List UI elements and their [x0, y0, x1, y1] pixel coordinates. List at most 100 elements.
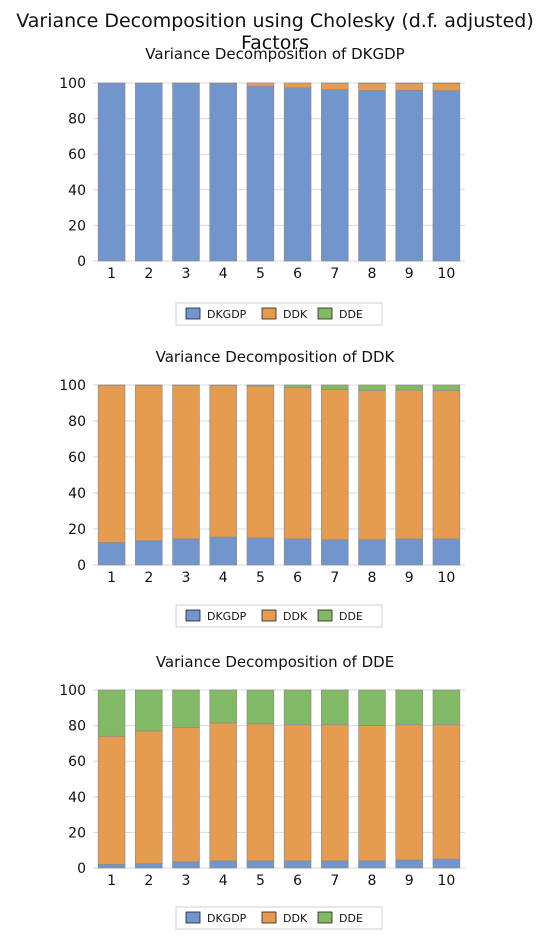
y-tick-label: 60 — [68, 147, 86, 163]
x-tick-label: 8 — [368, 873, 377, 889]
bar-segment-ddk — [395, 83, 423, 91]
chart-panel-2: Variance Decomposition of DDK 0 20 40 60 80 10… — [59, 348, 465, 628]
bar-segment-dkgdp — [209, 860, 237, 869]
x-tick-label: 6 — [293, 266, 302, 282]
bar-segment-dkgdp — [246, 860, 275, 869]
bar-segment-dde — [321, 689, 349, 726]
bar-segment-dkgdp — [97, 82, 126, 262]
bar-segment-ddk — [209, 385, 237, 538]
legend-label: DDE — [339, 610, 363, 623]
y-tick-label: 80 — [68, 719, 86, 735]
chart-panel-3: Variance Decomposition of DDE 0 20 40 60 80 10… — [59, 653, 465, 930]
x-tick-label: 10 — [437, 266, 455, 282]
bar-segment-dde — [432, 82, 461, 84]
bar-segment-dkgdp — [358, 539, 386, 566]
x-tick-label: 9 — [405, 570, 414, 586]
y-tick-label: 40 — [68, 183, 86, 199]
bar-segment-dkgdp — [135, 540, 163, 566]
bar-segment-dkgdp — [395, 538, 423, 566]
bar-segment-dkgdp — [321, 539, 349, 566]
bar-segment-dkgdp — [432, 538, 461, 566]
legend-label: DDE — [339, 912, 363, 925]
bar-segment-ddk — [432, 390, 461, 540]
bar-segment-dde — [321, 384, 349, 390]
x-tick-label: 10 — [437, 570, 455, 586]
y-tick-label: 100 — [59, 76, 86, 92]
legend-swatch-ddk — [261, 609, 277, 622]
legend-swatch-dkgdp — [185, 307, 201, 320]
legend-swatch-ddk — [261, 307, 277, 320]
bar-segment-dkgdp — [432, 858, 461, 869]
bar-segment-ddk — [172, 385, 200, 540]
bar-segment-ddk — [209, 722, 237, 862]
chart-panel-1: Variance Decomposition of DKGDP 0 20 40 60 80… — [59, 45, 465, 326]
x-tick-label: 7 — [330, 570, 339, 586]
bar-segment-ddk — [395, 389, 423, 540]
y-tick-label: 0 — [77, 254, 86, 270]
x-tick-label: 3 — [182, 873, 191, 889]
bar-segment-dkgdp — [432, 90, 461, 262]
y-tick-label: 80 — [68, 414, 86, 430]
bar-segment-dde — [395, 689, 423, 726]
bar-segment-ddk — [209, 82, 237, 85]
x-tick-label: 10 — [437, 873, 455, 889]
y-tick-label: 20 — [68, 825, 86, 841]
bar-segment-ddk — [358, 725, 386, 862]
x-tick-label: 4 — [219, 570, 228, 586]
bar-segment-ddk — [283, 387, 312, 540]
bar-segment-ddk — [283, 724, 312, 862]
bar-segment-ddk — [97, 735, 126, 865]
bar-segment-dkgdp — [172, 83, 200, 262]
x-tick-label: 2 — [144, 570, 153, 586]
bar-segment-dde — [246, 384, 275, 387]
x-tick-label: 3 — [182, 570, 191, 586]
x-tick-label: 5 — [256, 266, 265, 282]
bar-segment-ddk — [283, 82, 312, 89]
y-tick-label: 20 — [68, 522, 86, 538]
bar-segment-dde — [358, 689, 386, 726]
bar-segment-dde — [432, 384, 461, 391]
main-title: Variance Decomposition using Cholesky (d… — [16, 10, 534, 54]
bar-segment-dde — [172, 689, 200, 728]
legend-label: DDK — [283, 610, 308, 623]
y-tick-label: 0 — [77, 861, 86, 877]
bar-segment-ddk — [135, 730, 163, 864]
legend-swatch-dde — [317, 911, 333, 924]
bar-segment-dkgdp — [283, 87, 312, 262]
legend-swatch-ddk — [261, 911, 277, 924]
bar-segment-dde — [209, 689, 237, 724]
bar-segment-ddk — [135, 384, 163, 542]
bar-segment-dkgdp — [172, 861, 200, 869]
bar-segment-dde — [395, 384, 423, 391]
y-tick-label: 0 — [77, 558, 86, 574]
bar-segment-dkgdp — [283, 860, 312, 869]
bar-segment-ddk — [172, 727, 200, 863]
bar-segment-dkgdp — [209, 536, 237, 566]
x-tick-label: 6 — [293, 873, 302, 889]
y-tick-label: 60 — [68, 754, 86, 770]
legend-label: DKGDP — [207, 912, 247, 925]
bar-segment-dde — [97, 689, 126, 737]
x-tick-label: 8 — [368, 570, 377, 586]
x-tick-label: 6 — [293, 570, 302, 586]
x-tick-label: 5 — [256, 873, 265, 889]
x-tick-label: 8 — [368, 266, 377, 282]
bar-segment-ddk — [432, 83, 461, 92]
bar-segment-dkgdp — [395, 89, 423, 262]
y-tick-label: 60 — [68, 450, 86, 466]
bar-segment-ddk — [172, 82, 200, 84]
bar-segment-ddk — [246, 723, 275, 862]
y-tick-label: 40 — [68, 486, 86, 502]
bar-segment-ddk — [246, 82, 275, 87]
x-tick-label: 1 — [107, 266, 116, 282]
bar-segment-dkgdp — [246, 537, 275, 566]
bar-segment-dkgdp — [283, 538, 312, 566]
y-tick-label: 40 — [68, 790, 86, 806]
bar-segment-dkgdp — [172, 538, 200, 566]
legend-label: DKGDP — [207, 610, 247, 623]
bar-segment-ddk — [358, 390, 386, 541]
legend-swatch-dde — [317, 609, 333, 622]
bar-segment-ddk — [432, 724, 461, 860]
bar-segment-dde — [283, 689, 312, 726]
x-tick-label: 4 — [219, 266, 228, 282]
